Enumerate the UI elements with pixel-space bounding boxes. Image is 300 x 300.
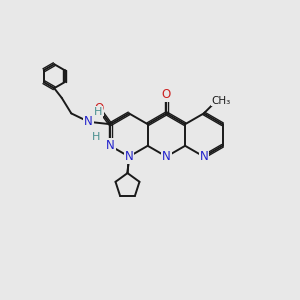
Text: N: N	[162, 150, 171, 163]
Text: O: O	[162, 88, 171, 101]
Text: H: H	[92, 132, 100, 142]
Text: N: N	[200, 150, 208, 163]
Text: H: H	[94, 107, 102, 117]
Text: N: N	[106, 139, 115, 152]
Text: CH₃: CH₃	[212, 95, 231, 106]
Text: N: N	[84, 115, 93, 128]
Text: N: N	[124, 150, 134, 163]
Text: O: O	[94, 102, 104, 115]
